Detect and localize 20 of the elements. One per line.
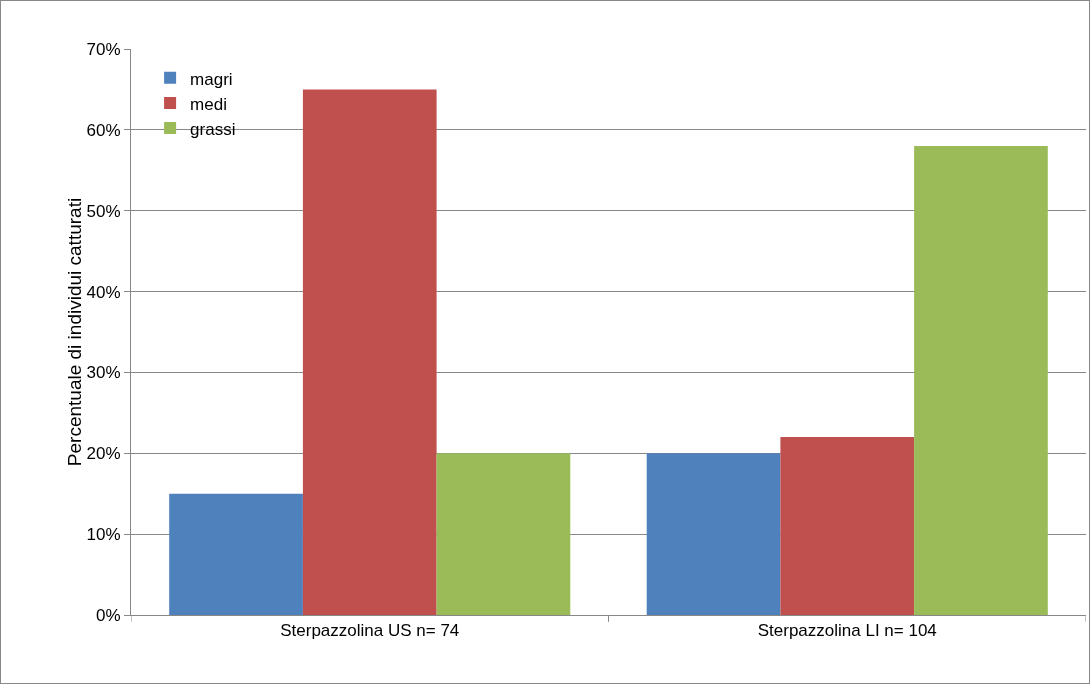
bar	[780, 437, 915, 615]
bar	[646, 453, 781, 615]
x-tick-label: Sterpazzolina US n= 74	[280, 621, 460, 641]
y-tick-label: 70%	[86, 39, 121, 59]
bar	[914, 146, 1048, 615]
y-tick-label: 20%	[86, 444, 121, 464]
bar	[436, 453, 571, 615]
y-tick-label: 50%	[86, 201, 121, 221]
legend-label: grassi	[190, 119, 236, 139]
legend-label: medi	[190, 94, 227, 114]
bar	[302, 89, 437, 615]
legend-label: magri	[190, 69, 233, 89]
x-tick-label: Sterpazzolina LI n= 104	[757, 621, 937, 641]
y-tick-label: 30%	[86, 363, 121, 383]
y-axis-title: Percentuale di individui catturati	[63, 197, 85, 467]
bar	[169, 493, 303, 615]
y-tick-label: 10%	[86, 525, 121, 545]
y-tick-label: 40%	[86, 282, 121, 302]
y-tick-label: 60%	[86, 120, 121, 140]
y-tick-label: 0%	[96, 605, 121, 625]
